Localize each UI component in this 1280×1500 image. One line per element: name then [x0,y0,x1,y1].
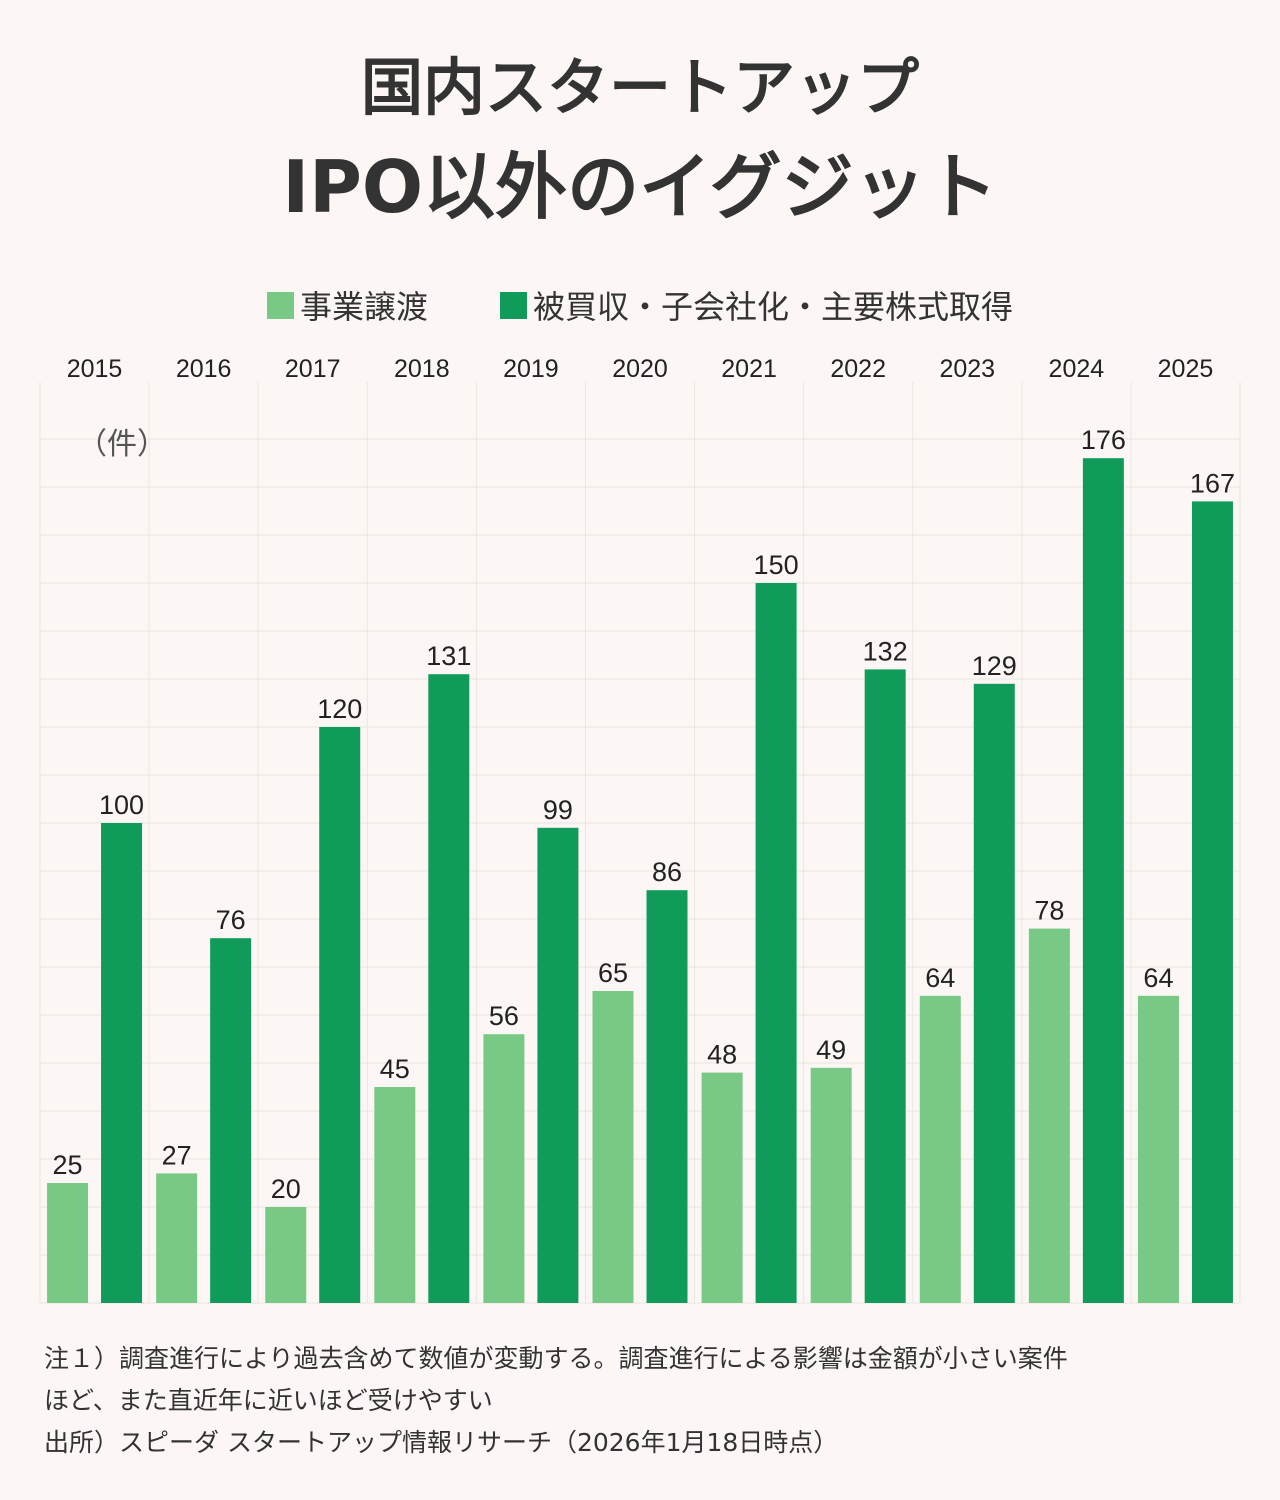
bar-series1 [810,1067,852,1303]
x-tick-label: 2023 [939,355,995,383]
legend-item-series1: 事業譲渡 [266,282,428,328]
bar-series2 [973,683,1015,1303]
data-label: 25 [53,1150,83,1180]
bar-series1 [1028,928,1070,1303]
x-tick-label: 2015 [67,355,123,383]
notes: 注１）調査進行により過去含めて数値が変動する。調査進行による影響は金額が小さい案… [44,1338,1244,1464]
chart-title-line1: 国内スタートアップ [360,51,919,124]
bar-series2 [428,674,470,1303]
bar-series1 [156,1173,198,1303]
data-label: 131 [426,641,471,671]
bar-series1 [265,1207,307,1303]
data-label: 176 [1081,425,1126,455]
bar-series2 [319,727,361,1303]
bar-series2 [101,823,143,1303]
data-label: 132 [863,636,908,666]
data-label: 64 [925,963,955,993]
bar-series2 [210,938,252,1303]
x-tick-label: 2016 [176,355,232,383]
data-label: 56 [489,1001,519,1031]
data-label: 167 [1190,468,1235,498]
legend-swatch-series1 [266,291,294,319]
x-tick-label: 2021 [721,355,777,383]
x-tick-label: 2022 [830,355,886,383]
bar-series1 [47,1183,89,1303]
data-label: 120 [317,694,362,724]
bar-chart: （件） 2015 2016 2017 2018 2019 2020 2021 2022 2023 2… [39,355,1241,1304]
chart-title-line2: IPO以外のイグジット [282,145,998,229]
data-label: 150 [754,550,799,580]
data-label: 100 [99,790,144,820]
data-label: 27 [162,1140,192,1170]
data-label: 64 [1143,963,1173,993]
bar-series1 [592,991,634,1303]
bar-series2 [646,890,688,1303]
legend-item-series2: 被買収・子会社化・主要株式取得 [500,282,1013,328]
x-tick-label: 2025 [1158,355,1214,383]
bar-series2 [537,827,579,1303]
x-tick-label: 2020 [612,355,668,383]
data-label: 78 [1034,896,1064,926]
data-label: 76 [216,905,246,935]
bar-series2 [1082,458,1124,1303]
x-tick-label: 2024 [1049,355,1105,383]
x-tick-label: 2019 [503,355,559,383]
legend-swatch-series2 [500,291,527,319]
data-label: 20 [271,1174,301,1204]
data-label: 65 [598,958,628,988]
x-tick-label: 2017 [285,355,341,383]
data-label: 129 [972,651,1017,681]
bar-series1 [1137,995,1179,1303]
note-line1: 注１）調査進行により過去含めて数値が変動する。調査進行による影響は金額が小さい案… [44,1344,1068,1373]
bar-series2 [755,583,797,1303]
legend-label-series2: 被買収・子会社化・主要株式取得 [533,288,1014,326]
data-label: 48 [707,1040,737,1070]
bar-series1 [701,1072,743,1303]
bar-series1 [919,995,961,1303]
data-label: 86 [652,857,682,887]
y-unit-label: （件） [77,427,167,462]
x-tick-label: 2018 [394,355,450,383]
data-label: 45 [380,1054,410,1084]
source-line: 出所）スピーダ スタートアップ情報リサーチ（2026年1月18日時点） [44,1428,839,1457]
legend-label-series1: 事業譲渡 [299,288,428,326]
bar-series1 [374,1087,416,1303]
legend: 事業譲渡 被買収・子会社化・主要株式取得 [0,282,1280,328]
bar-series1 [483,1034,525,1303]
data-label: 99 [543,795,573,825]
bar-series2 [864,669,906,1303]
data-label: 49 [816,1035,846,1065]
bar-series2 [1191,501,1233,1303]
note-line2: ほど、また直近年に近いほど受けやすい [44,1386,493,1415]
